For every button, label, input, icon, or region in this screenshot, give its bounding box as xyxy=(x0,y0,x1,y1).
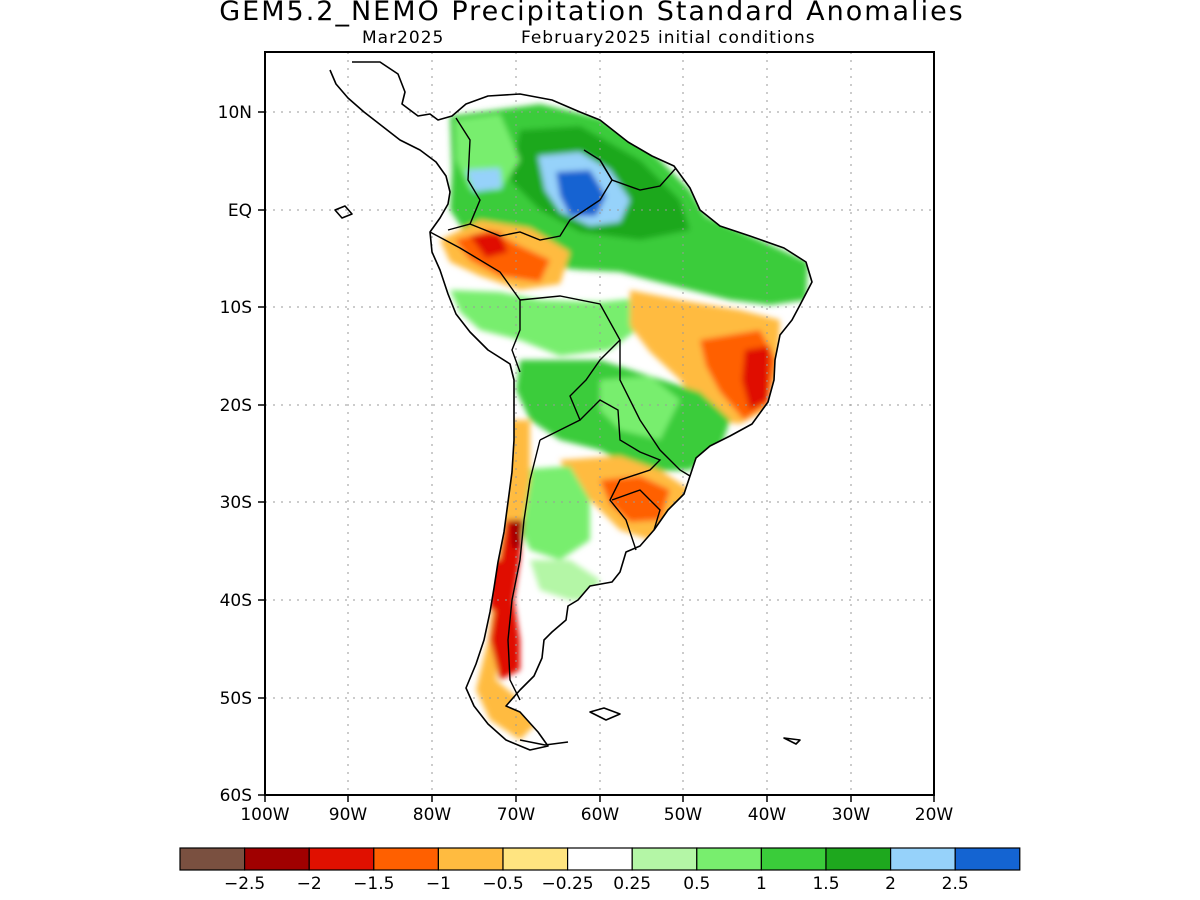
colorbar-label: 2 xyxy=(885,874,896,894)
colorbar-swatch xyxy=(954,847,1021,871)
lon-label: 70W xyxy=(497,805,536,825)
latitude-labels: 10N EQ 10S 20S 30S 40S 50S 60S xyxy=(218,103,252,806)
lon-label: 90W xyxy=(329,805,368,825)
lon-label: 50W xyxy=(664,805,703,825)
colorbar-swatch xyxy=(308,847,375,871)
colorbar-swatch xyxy=(889,847,956,871)
initial-conditions: February2025 initial conditions xyxy=(521,28,816,48)
axis-ticks xyxy=(258,111,935,802)
colorbar-swatch xyxy=(244,847,310,871)
colorbar-swatch xyxy=(631,847,698,871)
lat-label: 10S xyxy=(220,298,252,318)
lat-label: EQ xyxy=(228,201,252,221)
colorbar-swatch xyxy=(825,847,892,871)
lon-label: 30W xyxy=(832,805,871,825)
lon-label: 20W xyxy=(915,805,954,825)
colorbar-label: 2.5 xyxy=(942,874,969,894)
lat-label: 10N xyxy=(218,103,252,123)
lon-label: 40W xyxy=(748,805,787,825)
colorbar-label: 0.25 xyxy=(613,874,651,894)
lat-label: 40S xyxy=(220,591,252,611)
forecast-month: Mar2025 xyxy=(362,28,445,48)
colorbar-label: 1.5 xyxy=(812,874,839,894)
colorbar-label: −0.5 xyxy=(482,874,523,894)
colorbar-swatch xyxy=(566,847,633,871)
lat-label: 50S xyxy=(220,689,252,709)
colorbar-swatch xyxy=(437,847,504,871)
colorbar-label: −2.5 xyxy=(224,874,265,894)
colorbar-label: −0.25 xyxy=(542,874,594,894)
colorbar-label: −1 xyxy=(426,874,451,894)
colorbar-swatch xyxy=(696,847,762,871)
lon-label: 80W xyxy=(413,805,452,825)
colorbar-label: −2 xyxy=(297,874,322,894)
colorbar-swatch xyxy=(760,847,827,871)
colorbar-label: 0.5 xyxy=(683,874,710,894)
lat-label: 30S xyxy=(220,493,252,513)
map-title: GEM5.2_NEMO Precipitation Standard Anoma… xyxy=(219,0,965,27)
lat-label: 20S xyxy=(220,396,252,416)
colorbar-label: 1 xyxy=(756,874,767,894)
longitude-labels: 100W 90W 80W 70W 60W 50W 40W 30W 20W xyxy=(240,805,953,825)
colorbar-label: −1.5 xyxy=(353,874,394,894)
lon-label: 100W xyxy=(240,805,289,825)
colorbar-swatch xyxy=(373,847,439,871)
lon-label: 60W xyxy=(581,805,620,825)
colorbar: −2.5 −2 −1.5 −1 −0.5 −0.25 0.25 0.5 1 1.5 2 2.5 xyxy=(179,847,1021,894)
colorbar-swatch xyxy=(502,847,569,871)
lat-label: 60S xyxy=(220,786,252,806)
coastlines xyxy=(329,61,813,751)
country-borders xyxy=(429,117,691,701)
colorbar-swatch xyxy=(179,847,246,871)
